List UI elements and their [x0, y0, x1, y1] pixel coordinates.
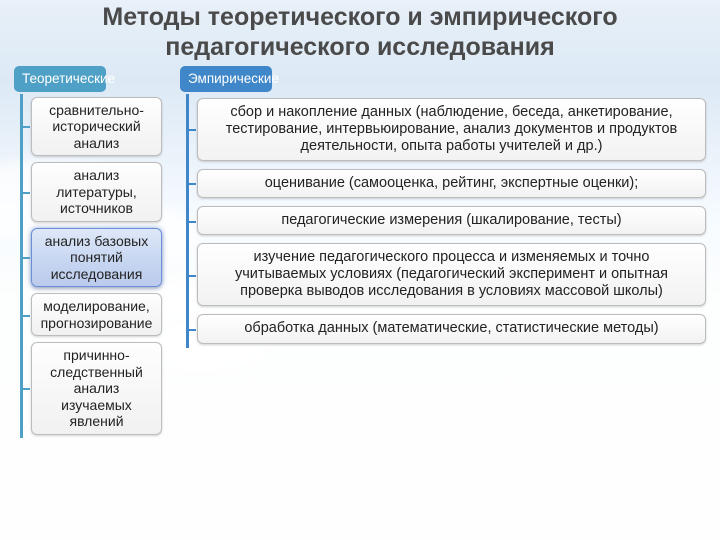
rail-theoretical: сравнительно-исторический анализ анализ … — [20, 94, 162, 438]
list-item-highlighted: анализ базовых понятий исследования — [31, 228, 162, 288]
list-item: моделирование, прогнозирование — [31, 293, 162, 336]
slide-title: Методы теоретического и эмпирического пе… — [0, 0, 720, 62]
list-item: сравнительно-исторический анализ — [31, 97, 162, 157]
slide: Методы теоретического и эмпирического пе… — [0, 0, 720, 540]
list-item: анализ литературы, источников — [31, 162, 162, 222]
column-header-theoretical: Теоретические — [14, 66, 106, 92]
list-item: обработка данных (математические, статис… — [197, 314, 706, 343]
list-item: сбор и накопление данных (наблюдение, бе… — [197, 98, 706, 161]
list-item: причинно-следственный анализ изучаемых я… — [31, 342, 162, 435]
column-empirical: Эмпирические сбор и накопление данных (н… — [180, 66, 706, 348]
columns-container: Теоретические сравнительно-исторический … — [0, 62, 720, 438]
column-header-empirical: Эмпирические — [180, 66, 272, 92]
rail-empirical: сбор и накопление данных (наблюдение, бе… — [186, 94, 706, 348]
column-theoretical: Теоретические сравнительно-исторический … — [14, 66, 162, 438]
list-item: изучение педагогического процесса и изме… — [197, 243, 706, 306]
list-item: педагогические измерения (шкалирование, … — [197, 206, 706, 235]
list-item: оценивание (самооценка, рейтинг, эксперт… — [197, 169, 706, 198]
